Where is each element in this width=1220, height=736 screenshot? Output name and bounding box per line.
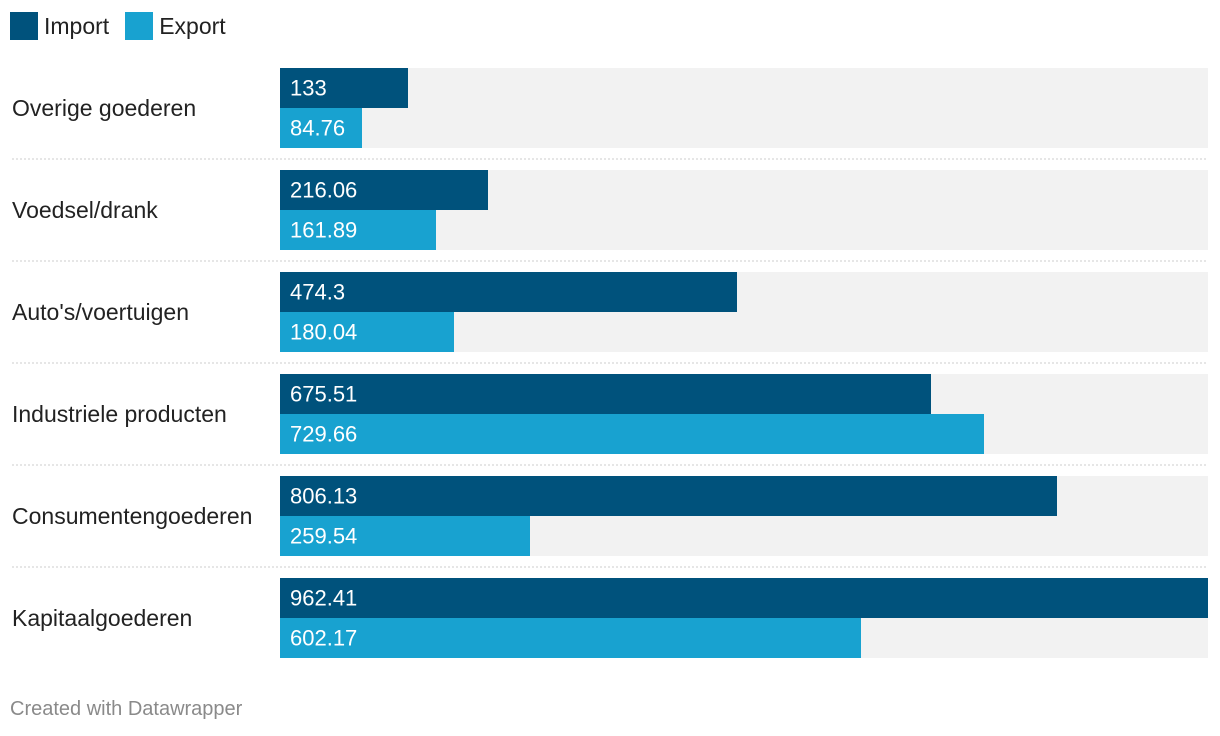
value-label-export-industriele-producten: 729.66 bbox=[290, 422, 357, 447]
legend-swatch-export bbox=[125, 12, 154, 40]
bar-import-industriele-producten bbox=[280, 374, 931, 414]
bar-export-overige-goederen bbox=[280, 108, 362, 148]
legend-label-export: Export bbox=[159, 12, 226, 39]
value-label-export-consumentengoederen: 259.54 bbox=[290, 524, 357, 549]
value-label-import-auto-s-voertuigen: 474.3 bbox=[290, 280, 345, 305]
bar-import-auto-s-voertuigen bbox=[280, 272, 737, 312]
bar-export-auto-s-voertuigen bbox=[280, 312, 454, 352]
value-label-import-voedsel-drank: 216.06 bbox=[290, 178, 357, 203]
chart-legend: Import Export bbox=[10, 10, 242, 42]
bar-export-voedsel-drank bbox=[280, 210, 436, 250]
bar-export-kapitaalgoederen bbox=[280, 618, 861, 658]
footer-credit: Created with Datawrapper bbox=[10, 698, 243, 720]
row-background-overige-goederen bbox=[280, 68, 1208, 148]
value-label-import-kapitaalgoederen: 962.41 bbox=[290, 586, 357, 611]
category-label-auto-s-voertuigen: Auto's/voertuigen bbox=[12, 299, 189, 325]
bar-import-kapitaalgoederen bbox=[280, 578, 1208, 618]
category-label-overige-goederen: Overige goederen bbox=[12, 95, 196, 121]
value-label-export-auto-s-voertuigen: 180.04 bbox=[290, 320, 357, 345]
value-label-export-kapitaalgoederen: 602.17 bbox=[290, 626, 357, 651]
category-label-voedsel-drank: Voedsel/drank bbox=[12, 197, 158, 223]
value-label-export-overige-goederen: 84.76 bbox=[290, 116, 345, 141]
value-label-import-consumentengoederen: 806.13 bbox=[290, 484, 357, 509]
legend-item-export: Export bbox=[125, 12, 226, 40]
category-label-industriele-producten: Industriele producten bbox=[12, 401, 227, 427]
category-label-consumentengoederen: Consumentengoederen bbox=[12, 503, 252, 529]
bar-import-consumentengoederen bbox=[280, 476, 1057, 516]
value-label-import-industriele-producten: 675.51 bbox=[290, 382, 357, 407]
legend-item-import: Import bbox=[10, 12, 109, 40]
value-label-export-voedsel-drank: 161.89 bbox=[290, 218, 357, 243]
bar-export-industriele-producten bbox=[280, 414, 984, 454]
bar-import-voedsel-drank bbox=[280, 170, 488, 210]
value-label-import-overige-goederen: 133 bbox=[290, 76, 327, 101]
bar-import-overige-goederen bbox=[280, 68, 408, 108]
category-label-kapitaalgoederen: Kapitaalgoederen bbox=[12, 605, 192, 631]
bar-export-consumentengoederen bbox=[280, 516, 530, 556]
legend-label-import: Import bbox=[44, 12, 110, 39]
legend-swatch-import bbox=[10, 12, 38, 40]
bar-chart: Overige goederen 133 84.76 Voedsel/drank 216… bbox=[12, 68, 1208, 658]
